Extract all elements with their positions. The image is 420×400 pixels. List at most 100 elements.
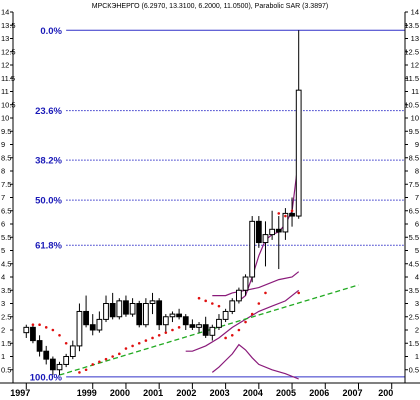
candle-body xyxy=(23,326,30,334)
y-tick-label-left: 0.5 xyxy=(1,365,11,374)
y-tick-label-left: 1.5 xyxy=(1,339,11,348)
y-tick-label-right: 5 xyxy=(415,246,419,255)
y-tick-label-right: 1.5 xyxy=(409,339,419,348)
candle-body xyxy=(182,316,189,326)
y-tick-label-left: 10.5 xyxy=(1,100,16,109)
x-tick-label: 2003 xyxy=(210,388,230,398)
candle-body xyxy=(169,313,176,318)
y-tick-label-right: 8.5 xyxy=(409,153,419,162)
candle-body xyxy=(229,300,236,312)
x-tick-label: 2000 xyxy=(110,388,130,398)
indicator-lower-curve xyxy=(185,289,300,352)
support-trendline xyxy=(59,284,359,376)
sar-dot xyxy=(124,347,128,350)
candle-body xyxy=(103,303,109,320)
sar-dot xyxy=(177,326,181,329)
candle-body xyxy=(123,300,129,315)
y-tick-label-left: 3 xyxy=(1,299,5,308)
y-tick-label-right: 4 xyxy=(415,273,419,282)
sar-dot xyxy=(224,336,227,340)
candle-body xyxy=(202,324,209,336)
candle-body xyxy=(236,289,242,302)
y-tick-label-left: 8.5 xyxy=(1,153,11,162)
y-tick-label-right: 2.5 xyxy=(409,312,419,321)
y-tick-label-right: 7 xyxy=(415,193,419,202)
sar-dot xyxy=(277,212,281,215)
x-tick-label: 2004 xyxy=(243,388,263,398)
candles xyxy=(23,30,302,376)
y-tick-label-left: 1 xyxy=(1,352,5,361)
y-tick-label-left: 6 xyxy=(1,220,5,229)
sar-dot xyxy=(91,363,95,366)
fib-level-label: 23.6% xyxy=(35,106,62,117)
sar-dot xyxy=(144,339,148,342)
candle-body xyxy=(89,324,96,331)
sar-dot xyxy=(137,341,141,345)
y-tick-label-right: 11 xyxy=(411,87,419,96)
candle-body xyxy=(189,324,196,328)
y-tick-label-left: 9.5 xyxy=(1,127,11,136)
trendline-layer xyxy=(59,284,359,376)
indicator-lines xyxy=(185,157,300,380)
candle-body xyxy=(295,89,302,217)
candle-body xyxy=(30,326,36,342)
y-tick-label-right: 9 xyxy=(415,140,419,149)
y-tick-label-left: 13 xyxy=(1,34,9,43)
y-tick-label-left: 11.5 xyxy=(1,74,15,83)
candle-body xyxy=(43,350,50,360)
candle-body xyxy=(149,300,156,305)
y-tick-label-left: 4.5 xyxy=(1,259,11,268)
y-tick-label-right: 2 xyxy=(415,326,419,335)
y-tick-label-left: 11 xyxy=(1,87,9,96)
candle-body xyxy=(255,220,262,244)
y-tick-label-right: 12 xyxy=(411,61,419,70)
candle-body xyxy=(83,310,89,326)
candle-body xyxy=(222,310,229,320)
sar-dot xyxy=(151,336,154,340)
candle-body xyxy=(109,303,116,318)
sar-dot xyxy=(197,296,201,300)
sar-dot xyxy=(230,334,234,337)
y-tick-label-left: 9 xyxy=(1,140,5,149)
y-tick-label-right: 10 xyxy=(411,114,419,123)
sar-dot xyxy=(204,299,207,303)
y-tick-label-left: 10 xyxy=(1,114,9,123)
sar-dot xyxy=(104,357,108,361)
fibonacci-levels: 0.0% 23.6% 38.2% 50.0% 61.8% 100.0% xyxy=(30,26,405,383)
y-tick-label-left: 2 xyxy=(1,326,5,335)
y-tick-label-left: 5 xyxy=(1,246,5,255)
candle-body xyxy=(76,310,83,347)
fib-level-label: 0.0% xyxy=(40,26,62,37)
y-tick-label-left: 12.5 xyxy=(1,47,16,56)
y-tick-label-right: 6 xyxy=(415,220,419,229)
candle-body xyxy=(209,326,216,336)
y-tick-label-right: 6.5 xyxy=(409,206,419,215)
candle-body xyxy=(289,212,295,217)
y-tick-label-left: 7 xyxy=(1,193,5,202)
y-tick-label-right: 0.5 xyxy=(409,365,419,374)
candle-body xyxy=(36,340,43,352)
sar-dot xyxy=(111,355,114,358)
x-tick-label: 2005 xyxy=(276,388,296,398)
candle-body xyxy=(49,358,56,371)
fib-level-label: 100.0% xyxy=(30,372,63,383)
candle-body xyxy=(269,228,276,236)
sar-dot xyxy=(164,331,168,334)
sar-dot xyxy=(264,291,267,295)
sub-indicator-curve xyxy=(211,343,299,380)
axes: 0.5 0.51 11.5 1.52 22.5 2.53 33.5 3.54 44.5 4.55 5… xyxy=(0,8,420,398)
y-tick-label-right: 3 xyxy=(415,299,419,308)
sar-dot xyxy=(211,302,214,305)
candle-body xyxy=(242,276,249,291)
parabolic-sar-dots xyxy=(31,209,300,374)
candle-body xyxy=(56,363,63,371)
candle-body xyxy=(196,324,202,328)
candle-body xyxy=(156,300,163,326)
y-tick-label-right: 13.5 xyxy=(404,21,419,30)
y-tick-label-right: 13 xyxy=(411,34,419,43)
sar-dot xyxy=(217,304,221,308)
sar-dot xyxy=(78,371,81,374)
sar-dot xyxy=(257,302,261,305)
candle-body xyxy=(96,318,103,331)
